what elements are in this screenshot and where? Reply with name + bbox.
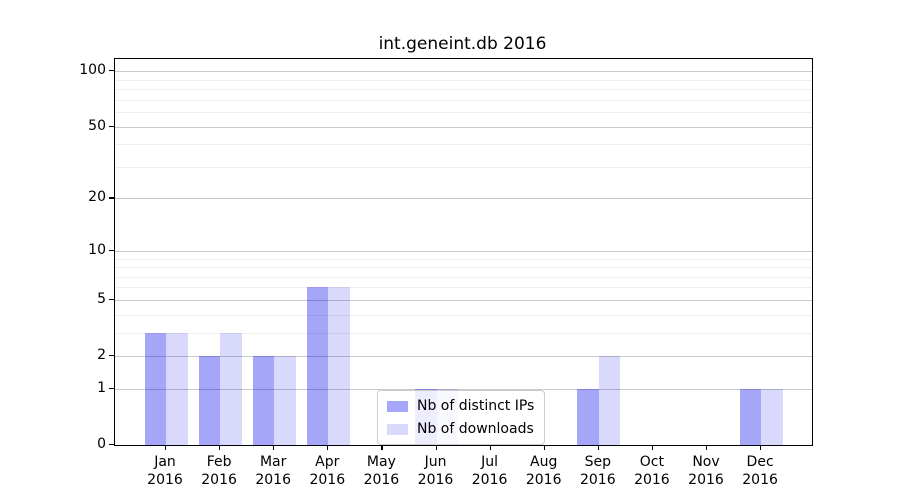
minor-gridline [115,314,812,316]
bar-nb-of-downloads-dec-2016 [761,388,783,445]
bar-nb-of-distinct-ips-apr-2016 [306,287,329,445]
y-tick-label: 1 [97,379,106,396]
x-tick-mark [760,445,762,450]
bar-nb-of-downloads-feb-2016 [220,332,242,445]
x-tick-mark [706,445,708,450]
x-tick-mark [651,445,654,450]
legend-item-distinct-ips: Nb of distinct IPs [387,398,534,414]
legend-swatch-downloads-icon [387,423,408,435]
bar-nb-of-distinct-ips-jan-2016 [144,332,166,445]
bar-nb-of-downloads-apr-2016 [328,287,350,445]
major-gridline [115,299,812,301]
x-tick-label: Jul 2016 [471,454,508,489]
major-gridline [115,388,812,390]
x-tick-mark [597,445,599,450]
x-tick-label: Apr 2016 [309,454,346,489]
minor-gridline [115,267,812,269]
legend-label-distinct-ips: Nb of distinct IPs [417,398,535,414]
minor-gridline [115,166,812,168]
x-tick-label: May 2016 [363,454,400,489]
x-tick-label: Aug 2016 [525,454,562,489]
plot-area: Nb of distinct IPs Nb of downloads [114,58,813,446]
bar-nb-of-distinct-ips-dec-2016 [739,388,762,445]
bar-nb-of-downloads-mar-2016 [274,356,296,445]
x-tick-label: Mar 2016 [255,454,291,489]
minor-gridline [115,258,812,260]
minor-gridline [115,287,812,289]
y-tick-label: 50 [88,117,106,134]
minor-gridline [115,144,812,146]
grid-layer [115,59,812,445]
bar-nb-of-distinct-ips-feb-2016 [198,356,221,445]
bar-nb-of-downloads-jan-2016 [166,332,188,445]
major-gridline [115,71,812,73]
y-tick-label: 100 [79,62,106,79]
x-tick-mark [543,445,545,450]
x-tick-label: Feb 2016 [201,454,237,489]
chart-title: int.geneint.db 2016 [378,34,547,54]
x-tick-label: Nov 2016 [688,454,724,489]
legend-item-downloads: Nb of downloads [387,421,534,437]
y-tick-mark [109,249,114,251]
minor-gridline [115,332,812,334]
y-tick-label: 10 [88,241,106,258]
y-tick-label: 20 [88,189,106,206]
minor-gridline [115,89,812,91]
y-tick-label: 5 [97,290,106,307]
x-tick-label: Jan 2016 [147,454,183,489]
x-tick-mark [435,445,437,450]
y-tick-mark [109,125,114,127]
x-tick-label: Jun 2016 [417,454,454,489]
major-gridline [115,250,812,252]
legend-label-downloads: Nb of downloads [417,421,534,437]
bars-layer [115,59,812,445]
x-tick-mark [273,445,275,450]
minor-gridline [115,276,812,278]
y-tick-mark [109,355,114,357]
minor-gridline [115,79,812,81]
x-tick-label: Sep 2016 [579,454,616,489]
legend: Nb of distinct IPs Nb of downloads [377,390,546,445]
x-tick-mark [381,445,383,450]
y-tick-mark [109,298,114,301]
x-tick-label: Dec 2016 [742,454,778,489]
x-tick-label: Oct 2016 [634,454,670,489]
major-gridline [115,126,812,128]
x-tick-mark [165,445,167,450]
y-tick-label: 0 [97,436,106,452]
y-tick-mark [109,387,114,390]
major-gridline [115,198,812,200]
bar-nb-of-distinct-ips-mar-2016 [252,356,275,445]
x-tick-mark [327,445,329,450]
minor-gridline [115,112,812,114]
y-tick-mark [109,444,114,446]
bar-nb-of-downloads-sep-2016 [598,356,621,445]
legend-swatch-distinct-ips-icon [387,400,408,412]
y-tick-label: 2 [97,347,106,364]
major-gridline [115,356,812,358]
y-tick-mark [109,197,114,199]
y-tick-mark [109,70,114,72]
bar-nb-of-distinct-ips-sep-2016 [577,388,599,445]
x-tick-mark [219,445,221,450]
x-tick-mark [489,445,491,450]
minor-gridline [115,99,812,101]
